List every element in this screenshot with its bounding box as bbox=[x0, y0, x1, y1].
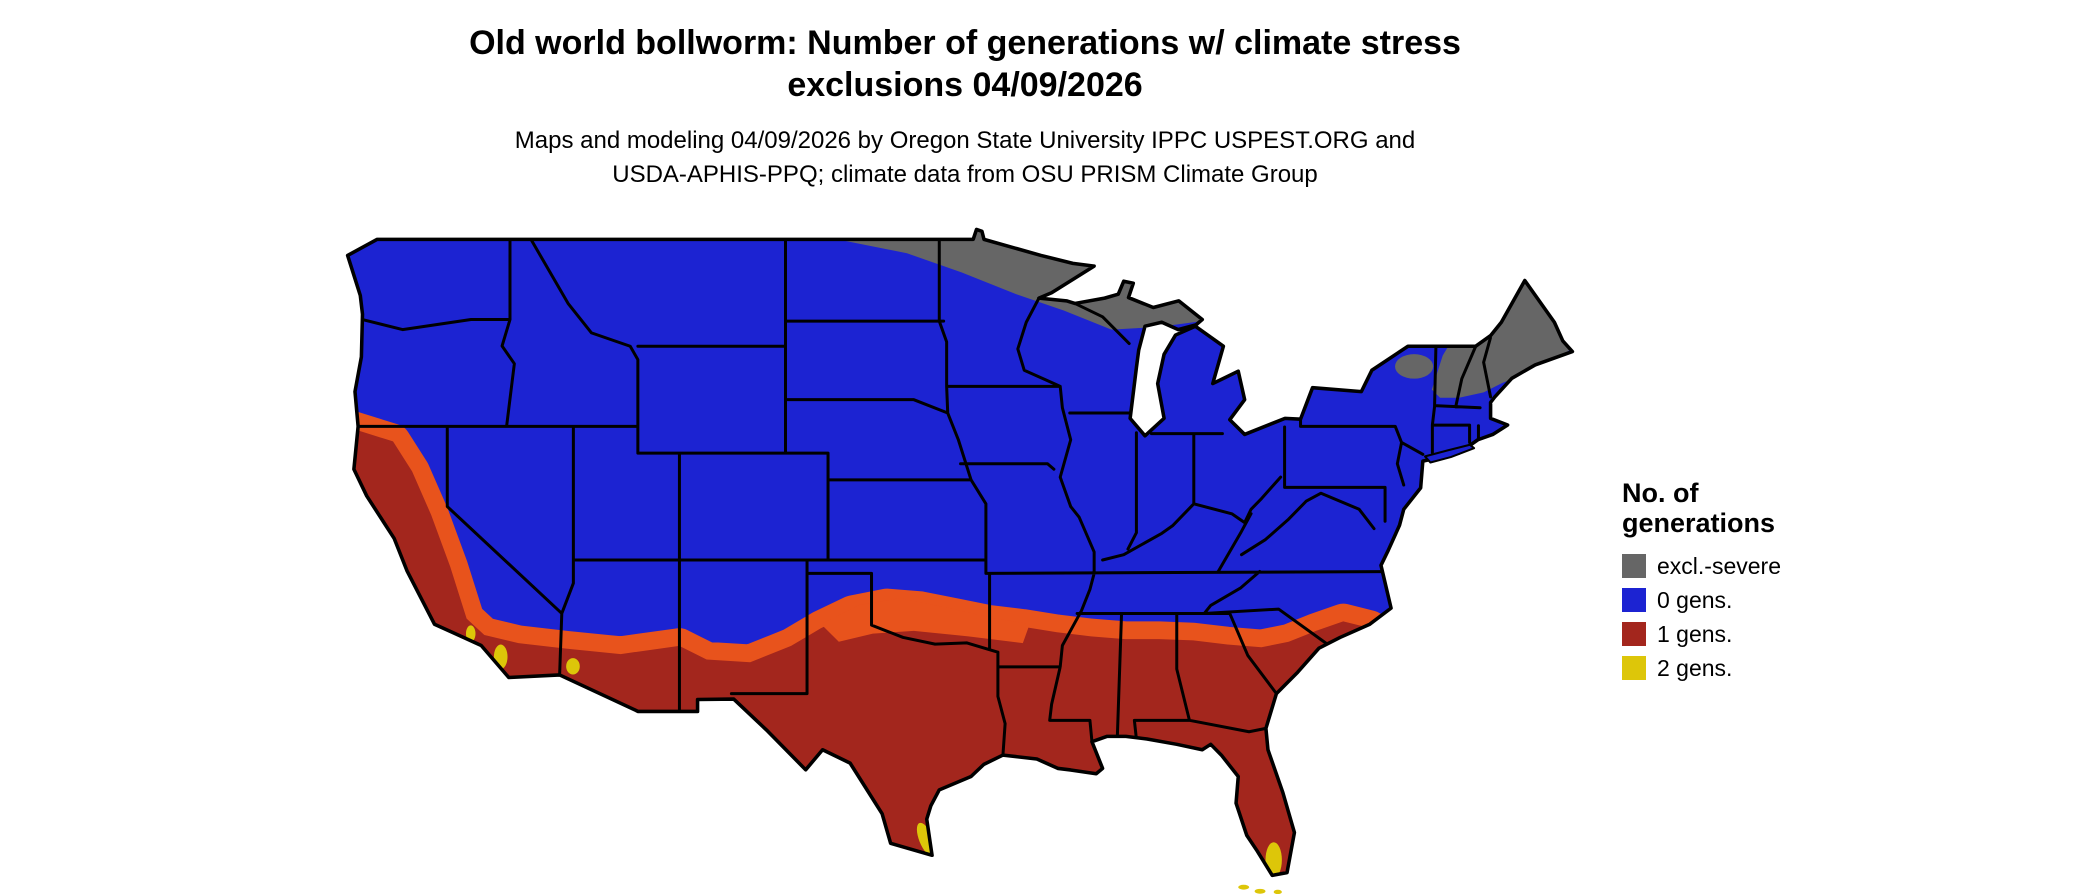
region-transition-texas-patch bbox=[821, 598, 1030, 644]
legend-title: No. of generations bbox=[1622, 478, 1922, 538]
legend-swatch-0-gens bbox=[1622, 588, 1646, 612]
legend-item-label: 0 gens. bbox=[1657, 587, 1733, 613]
legend-item-label: 2 gens. bbox=[1657, 655, 1733, 681]
legend-item: excl.-severe bbox=[1622, 554, 1922, 578]
legend-item-label: 1 gens. bbox=[1657, 621, 1733, 647]
legend: No. of generations excl.-severe 0 gens. … bbox=[1622, 478, 1922, 690]
map-subtitle-line2: USDA-APHIS-PPQ; climate data from OSU PR… bbox=[612, 161, 1318, 188]
map-title-line1: Old world bollworm: Number of generation… bbox=[469, 24, 1461, 62]
map-title: Old world bollworm: Number of generation… bbox=[0, 22, 1930, 106]
legend-item: 2 gens. bbox=[1622, 656, 1922, 680]
legend-swatch-2-gens bbox=[1622, 656, 1646, 680]
region-2-gens-arizona bbox=[566, 658, 580, 675]
region-2-gens-florida-keys-1 bbox=[1238, 884, 1250, 890]
legend-title-line1: No. of bbox=[1622, 478, 1699, 508]
legend-item-label: excl.-severe bbox=[1657, 553, 1781, 579]
us-generations-map bbox=[345, 227, 1575, 894]
legend-item: 0 gens. bbox=[1622, 588, 1922, 612]
region-excl-severe-northeast bbox=[1431, 272, 1573, 398]
state-boundaries bbox=[352, 237, 1493, 757]
region-2-gens-florida-keys-2 bbox=[1254, 888, 1266, 894]
long-island bbox=[1423, 443, 1476, 464]
legend-swatch-excl-severe bbox=[1622, 554, 1646, 578]
us-outline bbox=[345, 227, 1575, 878]
legend-title-line2: generations bbox=[1622, 508, 1776, 538]
map-subtitle: Maps and modeling 04/09/2026 by Oregon S… bbox=[0, 124, 1930, 192]
map-subtitle-line1: Maps and modeling 04/09/2026 by Oregon S… bbox=[514, 127, 1416, 154]
map-title-line2: exclusions 04/09/2026 bbox=[787, 66, 1143, 104]
region-2-gens-imperial-valley bbox=[493, 644, 508, 670]
legend-swatch-1-gens bbox=[1622, 622, 1646, 646]
legend-item: 1 gens. bbox=[1622, 622, 1922, 646]
region-excl-severe-adirondacks bbox=[1395, 354, 1434, 379]
